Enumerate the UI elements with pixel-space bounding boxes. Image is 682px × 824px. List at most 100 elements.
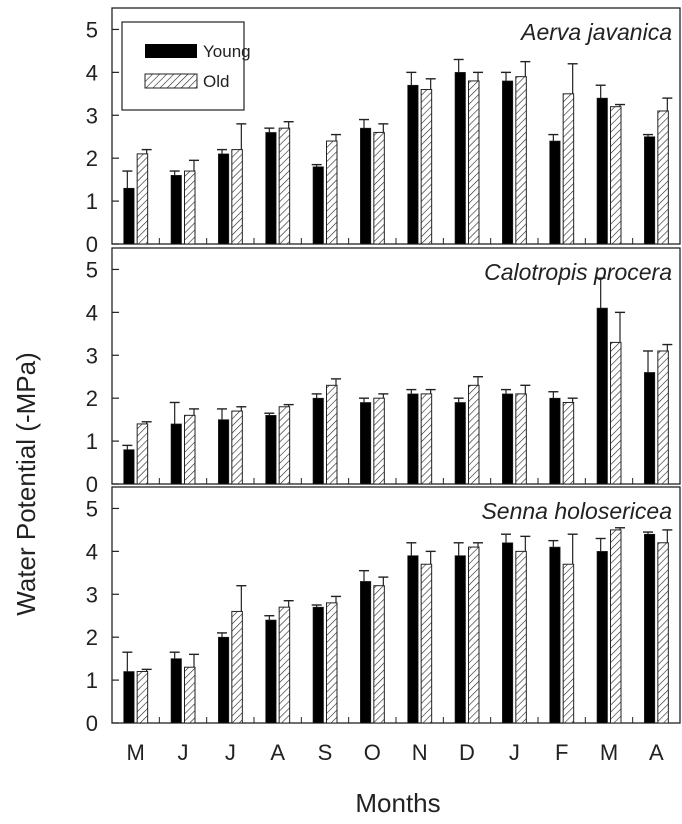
bar-young — [123, 671, 135, 724]
y-tick-label: 4 — [86, 60, 98, 85]
bar-old — [562, 563, 575, 724]
panel-2: 0 1 2 3 4 5 Calotropis procera — [86, 247, 681, 497]
bar-old — [562, 401, 575, 485]
panel-title: Senna holosericea — [481, 498, 672, 524]
y-tick-label: 0 — [86, 232, 98, 257]
y-tick-label: 2 — [86, 625, 98, 650]
bar-old — [610, 341, 622, 485]
legend: Young Old — [121, 21, 251, 111]
y-tick-label: 5 — [86, 17, 98, 42]
x-tick-label: M — [600, 740, 618, 765]
bar-young — [454, 72, 466, 245]
bar-young — [360, 581, 372, 724]
y-tick-label: 1 — [86, 429, 98, 454]
x-tick-label: S — [318, 740, 333, 765]
panel-1: 0 1 2 3 4 5 Aerva javanica — [86, 7, 681, 257]
bar-young — [123, 187, 135, 245]
y-tick-label: 3 — [86, 343, 98, 368]
bar-young — [407, 84, 419, 245]
bar-young — [265, 132, 277, 245]
bar-old — [515, 76, 527, 245]
legend-swatch-old — [144, 73, 198, 89]
x-tick-label: O — [364, 740, 381, 765]
panel-title: Calotropis procera — [484, 259, 672, 285]
x-tick-label: A — [649, 740, 664, 765]
bar-old — [136, 423, 149, 485]
bar-young — [454, 402, 466, 485]
y-tick-label: 4 — [86, 300, 98, 325]
bar-old — [468, 546, 480, 724]
y-tick-label: 4 — [86, 539, 98, 564]
bar-old — [278, 406, 291, 485]
bar-old — [420, 563, 433, 724]
bar-young — [596, 551, 608, 724]
y-tick-label: 2 — [86, 386, 98, 411]
y-tick-label: 5 — [86, 257, 98, 282]
y-tick-label: 2 — [86, 146, 98, 171]
bar-young — [312, 166, 324, 245]
bar-old — [657, 110, 669, 245]
bar-old — [562, 93, 575, 245]
legend-swatch-young — [145, 44, 197, 58]
bar-young — [644, 372, 656, 485]
bar-old — [373, 397, 385, 485]
y-tick-label: 3 — [86, 103, 98, 128]
y-tick-label: 0 — [86, 472, 98, 497]
x-tick-label: A — [270, 740, 285, 765]
bar-young — [123, 449, 135, 485]
bar-young — [312, 397, 324, 485]
bar-old — [278, 606, 291, 724]
bar-old — [136, 671, 149, 724]
bar-old — [184, 170, 196, 245]
bar-old — [420, 89, 433, 245]
bar-young — [170, 423, 182, 485]
panel-title: Aerva javanica — [519, 19, 672, 45]
bar-young — [407, 555, 419, 724]
bar-old — [326, 140, 338, 245]
panels-layer: 0 1 2 3 4 5 Aerva javanica 0 1 2 3 4 5 Calotropis pro… — [86, 7, 681, 736]
bar-young — [644, 533, 656, 724]
x-tick-label: J — [178, 740, 189, 765]
bar-old — [657, 542, 669, 724]
bar-young — [644, 136, 656, 245]
x-tick-label: J — [509, 740, 520, 765]
x-tick-label: N — [412, 740, 428, 765]
x-tick-label: J — [225, 740, 236, 765]
legend-label-old: Old — [203, 72, 229, 91]
bar-young — [360, 402, 372, 485]
bar-old — [278, 127, 291, 245]
bar-young — [502, 80, 514, 245]
bar-old — [515, 393, 527, 485]
bar-old — [231, 410, 243, 485]
bar-old — [326, 384, 338, 485]
bar-young — [265, 415, 277, 485]
bar-old — [373, 585, 385, 724]
y-tick-label: 1 — [86, 668, 98, 693]
bar-young — [454, 555, 466, 724]
bar-old — [610, 106, 622, 245]
bar-old — [468, 384, 480, 485]
bar-old — [610, 529, 622, 724]
y-tick-label: 3 — [86, 582, 98, 607]
bar-old — [326, 602, 338, 724]
bar-old — [468, 80, 480, 245]
x-tick-label: D — [459, 740, 475, 765]
bar-young — [549, 140, 561, 245]
bar-old — [373, 131, 385, 245]
bar-young — [312, 606, 324, 724]
bar-old — [420, 393, 433, 485]
bar-young — [360, 127, 372, 245]
bar-old — [136, 153, 149, 245]
bar-young — [170, 175, 182, 245]
y-tick-label: 5 — [86, 496, 98, 521]
bar-old — [184, 414, 196, 485]
bar-young — [502, 542, 514, 724]
y-axis-label: Water Potential (-MPa) — [11, 352, 41, 615]
bar-young — [502, 393, 514, 485]
bar-old — [184, 666, 196, 724]
bar-young — [549, 546, 561, 724]
bar-young — [170, 658, 182, 724]
bar-old — [231, 149, 243, 245]
